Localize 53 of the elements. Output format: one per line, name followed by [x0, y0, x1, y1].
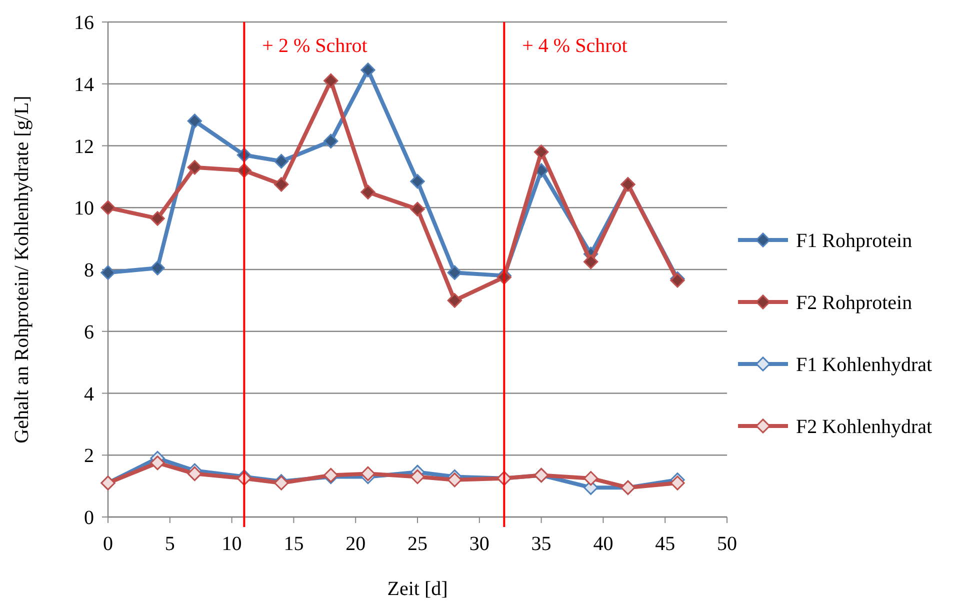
x-tick-label: 0 [103, 533, 113, 555]
y-tick-label: 10 [74, 198, 94, 220]
y-tick-label: 14 [74, 74, 94, 96]
y-tick-label: 16 [74, 12, 94, 34]
x-tick-label: 5 [164, 533, 175, 555]
y-tick-label: 0 [84, 507, 94, 529]
x-tick-label: 50 [717, 533, 737, 555]
point [410, 469, 425, 484]
ref-line-label: + 4 % Schrot [522, 35, 628, 57]
y-tick-label: 2 [84, 445, 94, 468]
x-tick-label: 20 [346, 533, 366, 555]
point [324, 73, 338, 88]
point [187, 114, 202, 128]
x-tick-label: 40 [593, 533, 614, 555]
point [410, 174, 425, 189]
legend-label: F2 Rohprotein [796, 292, 912, 314]
point [360, 466, 376, 482]
point [100, 265, 116, 280]
point [447, 293, 462, 308]
point [150, 211, 165, 226]
point [150, 456, 165, 470]
legend-label: F1 Kohlenhydrat [796, 354, 933, 376]
y-axis-title: Gehalt an Rohprotein/ Kohlenhydrate [g/L] [11, 96, 33, 444]
x-tick-label: 25 [408, 533, 428, 555]
point [410, 202, 425, 216]
legend-label: F1 Rohprotein [796, 230, 912, 252]
point [447, 265, 462, 280]
point [150, 260, 165, 276]
point [360, 62, 376, 78]
point [534, 144, 549, 160]
point [584, 254, 598, 270]
y-tick-label: 8 [84, 260, 94, 282]
x-axis-title: Zeit [d] [387, 578, 448, 600]
x-tick-label: 35 [531, 533, 552, 555]
point [100, 200, 116, 215]
point [324, 134, 338, 148]
y-tick-label: 12 [74, 136, 94, 158]
point [274, 154, 289, 169]
legend-label: F2 Kohlenhydrat [796, 416, 933, 438]
y-tick-label: 4 [84, 383, 94, 406]
point [584, 471, 598, 486]
point [187, 160, 202, 175]
point [670, 476, 685, 490]
point [274, 177, 289, 192]
x-tick-label: 30 [469, 533, 490, 555]
x-tick-label: 15 [284, 533, 304, 555]
x-tick-label: 10 [222, 533, 242, 555]
point [187, 466, 202, 482]
point [360, 184, 376, 200]
x-tick-label: 45 [655, 533, 676, 555]
ref-line-label: + 2 % Schrot [262, 35, 368, 57]
point [447, 472, 462, 488]
y-tick-label: 6 [84, 321, 94, 344]
